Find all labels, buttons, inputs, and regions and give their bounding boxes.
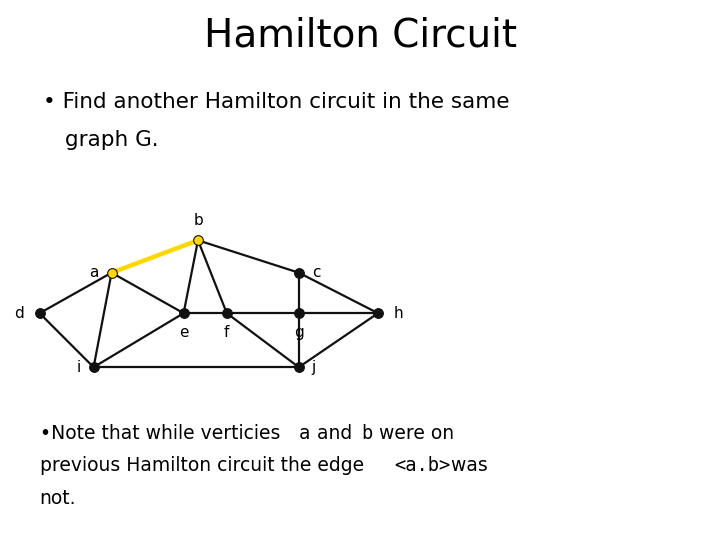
Text: a: a <box>89 265 99 280</box>
Text: i: i <box>76 360 81 375</box>
Text: • Find another Hamilton circuit in the same: • Find another Hamilton circuit in the s… <box>43 92 510 112</box>
Text: f: f <box>224 325 230 340</box>
Text: d: d <box>14 306 24 321</box>
Text: was: was <box>445 456 487 475</box>
Text: Hamilton Circuit: Hamilton Circuit <box>204 16 516 54</box>
Text: previous Hamilton circuit the edge: previous Hamilton circuit the edge <box>40 456 370 475</box>
Text: b: b <box>361 424 373 443</box>
Text: •Note that while verticies: •Note that while verticies <box>40 424 286 443</box>
Text: graph G.: graph G. <box>65 130 158 150</box>
Text: a: a <box>299 424 310 443</box>
Text: were on: were on <box>373 424 454 443</box>
Text: and: and <box>311 424 359 443</box>
Text: j: j <box>312 360 316 375</box>
Text: b: b <box>193 213 203 228</box>
Text: c: c <box>312 265 320 280</box>
Text: <a.b>: <a.b> <box>395 456 451 475</box>
Text: e: e <box>179 325 189 340</box>
Text: h: h <box>394 306 403 321</box>
Text: g: g <box>294 325 304 340</box>
Text: not.: not. <box>40 489 76 508</box>
